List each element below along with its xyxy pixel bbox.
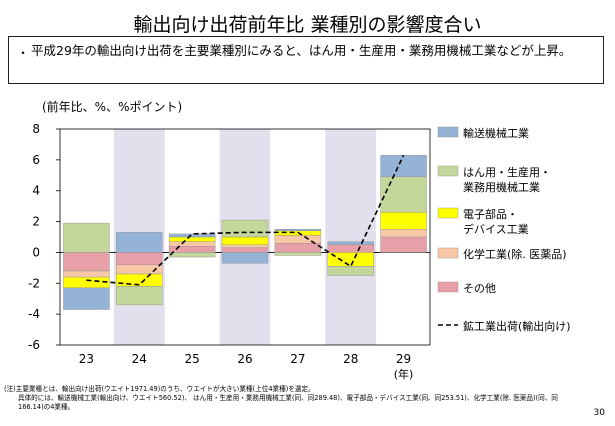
chart: 8 6 4 2 0 -2 -4 -6 23 24 25 26 27 28 29(年) 輸送機械工業はん用・生産… (28, 122, 571, 381)
x-tick-label: 25 (185, 352, 200, 366)
x-tick-label: 29 (396, 352, 411, 366)
legend-label: その他 (463, 282, 496, 295)
x-tick-label: 23 (79, 352, 94, 366)
bar-segment (168, 233, 216, 238)
bar-segment (168, 236, 216, 242)
footnote-line-2: 具体的には、輸送機械工業(輸出向け、ウエイト560.52)、 はん用・生産用・業… (18, 394, 558, 402)
legend-label: 業務用機械工業 (463, 180, 540, 194)
legend-label: 化学工業(除. 医薬品) (463, 247, 567, 261)
y-tick-label: 0 (32, 245, 40, 259)
bar-segment (116, 273, 163, 287)
legend-label: 輸送機械工業 (463, 126, 529, 140)
footnote-line-3: 166.14)の4業種。 (18, 403, 75, 411)
y-tick-label: -6 (28, 338, 40, 352)
legend-label: デバイス工業 (463, 222, 529, 236)
unit-label: (前年比、%、%ポイント) (42, 100, 183, 114)
legend-label: 電子部品・ (463, 207, 518, 221)
bar-segment (327, 241, 374, 245)
bar-segment (116, 286, 163, 306)
bar-segment (380, 212, 427, 230)
bar-segment (274, 252, 322, 256)
footnote-line-1: (注)主要業種とは、輸出向け出荷(ウエイト1971.49)のうち、ウエイトが大き… (4, 385, 315, 393)
bullet-mark: ・ (17, 46, 30, 60)
legend-swatch (437, 126, 459, 138)
bar-segment (380, 155, 427, 178)
bar-segment (274, 242, 322, 253)
legend-swatch (437, 247, 459, 259)
page-number: 30 (593, 408, 605, 418)
bar-segment (221, 244, 269, 248)
footnote: (注)主要業種とは、輸出向け出荷(ウエイト1971.49)のうち、ウエイトが大き… (4, 385, 594, 412)
legend-swatch (437, 165, 459, 177)
bar-segment (116, 232, 163, 253)
x-tick-label: 27 (290, 352, 305, 366)
plot-frame (59, 128, 431, 346)
y-tick-label: 8 (32, 122, 40, 136)
bar-segment (221, 219, 269, 238)
y-tick-label: 6 (32, 153, 40, 167)
y-tick-label: 2 (32, 215, 40, 229)
bar-segment (168, 252, 216, 258)
bar-segment (380, 229, 427, 238)
bar-segment (221, 247, 269, 253)
line-series (86, 154, 405, 286)
bar-segment (327, 266, 374, 276)
bar-segment (63, 276, 110, 289)
summary-text: 平成29年の輸出向け出荷を主要業種別にみると、はん用・生産用・業務用機械工業など… (31, 43, 572, 58)
bar-segment (327, 244, 374, 253)
x-tick-label: 28 (343, 352, 358, 366)
bar-segment (221, 252, 269, 264)
legend-swatch (437, 207, 459, 219)
bar-segment (63, 270, 110, 278)
legend-label: 鉱工業出荷(輸出向け) (463, 319, 571, 333)
legend-label: はん用・生産用・ (463, 165, 551, 179)
bar-segment (63, 252, 110, 272)
bar-segment (63, 222, 110, 253)
y-tick-label: -4 (28, 307, 40, 321)
summary-box: ・ 平成29年の輸出向け出荷を主要業種別にみると、はん用・生産用・業務用機械工業… (8, 36, 604, 84)
x-tick-label: 24 (132, 352, 147, 366)
y-tick-label: 4 (32, 184, 40, 198)
x-axis-unit: (年) (394, 367, 414, 381)
legend-swatch (437, 281, 459, 293)
page-title: 輸出向け出荷前年比 業種別の影響度合い (133, 14, 482, 36)
bar-segment (116, 252, 163, 265)
bar-segment (168, 241, 216, 247)
bar-segment (221, 236, 269, 245)
bar-segment (380, 176, 427, 213)
y-tick-label: -2 (28, 276, 40, 290)
bar-segment (380, 236, 427, 253)
bar-segment (274, 229, 322, 232)
bar-segment (327, 252, 374, 267)
shaded-band-28 (325, 129, 377, 345)
x-tick-label: 26 (237, 352, 252, 366)
bar-segment (63, 287, 110, 310)
